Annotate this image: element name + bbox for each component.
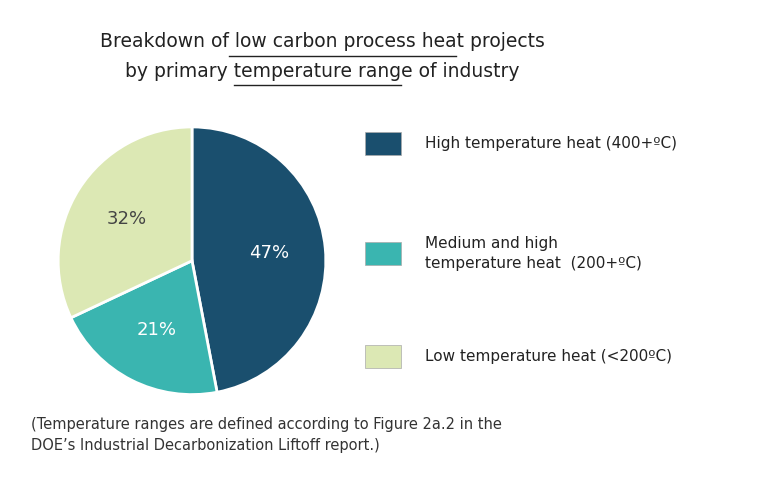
Text: Low temperature heat (<200ºC): Low temperature heat (<200ºC) <box>425 349 672 364</box>
Text: (Temperature ranges are defined according to Figure 2a.2 in the
DOE’s Industrial: (Temperature ranges are defined accordin… <box>31 417 502 453</box>
Text: 47%: 47% <box>249 245 290 262</box>
Text: 21%: 21% <box>137 321 177 339</box>
Text: by primary temperature range of industry: by primary temperature range of industry <box>125 62 520 81</box>
FancyBboxPatch shape <box>365 243 401 265</box>
FancyBboxPatch shape <box>365 345 401 368</box>
Text: 32%: 32% <box>107 210 147 228</box>
Text: Breakdown of low carbon process heat projects: Breakdown of low carbon process heat pro… <box>100 32 545 51</box>
FancyBboxPatch shape <box>365 132 401 155</box>
Text: High temperature heat (400+ºC): High temperature heat (400+ºC) <box>425 136 677 152</box>
Wedge shape <box>192 127 326 392</box>
Wedge shape <box>71 261 217 395</box>
Text: Medium and high
temperature heat  (200+ºC): Medium and high temperature heat (200+ºC… <box>425 237 642 271</box>
Wedge shape <box>58 127 192 318</box>
